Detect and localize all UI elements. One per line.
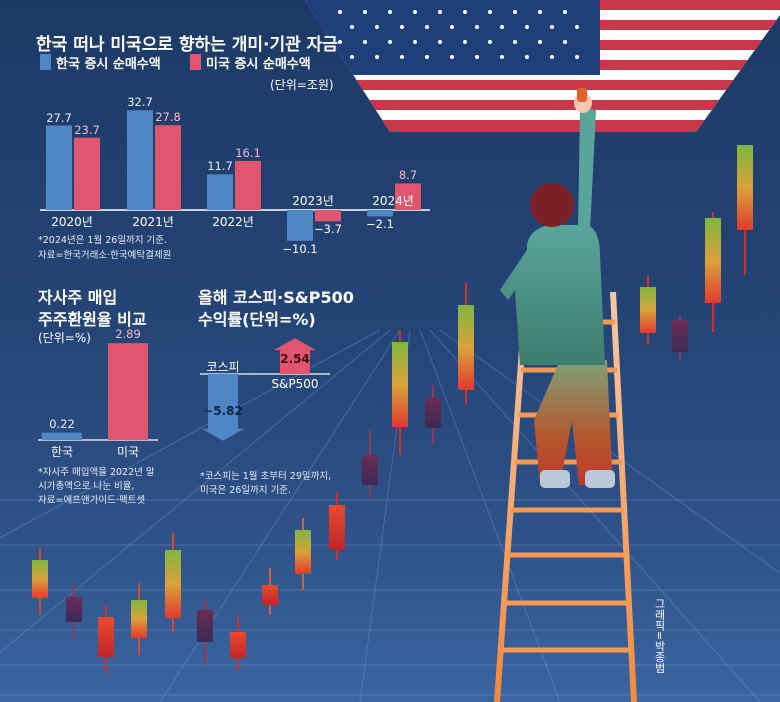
chart1-note-1: *2024년은 1월 26일까지 기준. xyxy=(38,235,168,246)
candlestick xyxy=(131,583,147,655)
chart1-bars xyxy=(46,110,421,241)
legend-usa-swatch xyxy=(190,54,201,70)
chart1-category-label: 2022년 xyxy=(212,215,254,229)
us-flag-icon xyxy=(305,0,780,132)
candlestick xyxy=(98,605,114,673)
chart1-data-label: 23.7 xyxy=(74,122,100,137)
chart1-bar xyxy=(46,125,72,210)
candlestick xyxy=(705,212,721,332)
chart2-note-2: 시가총액으로 나눈 비율, xyxy=(38,481,135,492)
chart1-data-label: 11.7 xyxy=(207,159,233,174)
chart2-unit-label: (단위=%) xyxy=(38,331,91,345)
chart1-category-label: 2024년 xyxy=(372,194,414,208)
chart3-down-arrow-icon xyxy=(202,374,244,441)
chart2-title-line2: 주주환원율 비교 xyxy=(38,310,147,329)
chart1-category-label: 2020년 xyxy=(51,215,93,229)
chart3-title-line2: 수익률(단위=%) xyxy=(198,310,316,329)
chart2-title-line1: 자사주 매입 xyxy=(38,288,118,307)
chart1-data-label: 32.7 xyxy=(127,95,153,110)
chart1-bar xyxy=(235,160,261,210)
chart3-category-label: 코스피 xyxy=(206,360,240,374)
chart1-bar xyxy=(315,210,341,222)
candlestick xyxy=(458,282,474,405)
chart3-title-line1: 올해 코스피·S&P500 xyxy=(198,288,354,307)
candlestick xyxy=(197,598,213,665)
chart3-note-1: *코스피는 1월 초부터 29일까지, xyxy=(200,471,332,482)
candlestick xyxy=(262,568,278,615)
chart2-category-label: 미국 xyxy=(116,445,140,459)
chart2-bars xyxy=(38,343,158,441)
chart1-data-label: −3.7 xyxy=(314,222,342,237)
candlestick xyxy=(362,430,378,498)
chart1-data-label: 16.1 xyxy=(235,145,261,160)
chart1-bar xyxy=(207,174,233,210)
chart3-arrows xyxy=(200,338,330,441)
candlestick xyxy=(425,385,441,445)
candlestick xyxy=(329,492,345,560)
chart1-category-label: 2021년 xyxy=(132,215,174,229)
chart2-data-label: 2.89 xyxy=(115,327,141,342)
chart1-data-label: 27.8 xyxy=(155,110,181,125)
candlestick xyxy=(672,315,688,360)
chart1-data-label: −10.1 xyxy=(282,241,318,256)
chart1-data-label: 8.7 xyxy=(398,168,418,183)
chart1-title: 한국 떠나 미국으로 향하는 개미·기관 자금 xyxy=(36,35,338,55)
chart1-bar xyxy=(74,137,100,210)
person-illustration xyxy=(500,88,615,488)
candlestick xyxy=(640,275,656,345)
chart1-bar xyxy=(367,210,393,217)
candlestick xyxy=(165,533,181,632)
chart2-data-label: 0.22 xyxy=(49,416,75,431)
chart1-category-label: 2023년 xyxy=(292,194,334,208)
candlestick xyxy=(392,330,408,455)
chart3-data-label: 2.54 xyxy=(280,352,310,367)
legend-korea-label: 한국 증시 순매수액 xyxy=(56,57,161,72)
chart2-category-label: 한국 xyxy=(50,445,74,459)
candlestick xyxy=(295,518,311,590)
chart3-category-label: S&P500 xyxy=(271,377,319,391)
chart1-data-label: 27.7 xyxy=(46,110,72,125)
candlesticks xyxy=(32,145,753,673)
chart1-bar xyxy=(155,125,181,210)
chart1-bar xyxy=(395,183,421,210)
credit-label: 그래픽=박종범 xyxy=(653,598,666,674)
legend-korea-swatch xyxy=(40,54,51,70)
chart3-up-arrow-icon xyxy=(274,338,316,374)
chart3-data-label: −5.82 xyxy=(203,404,243,419)
candlestick xyxy=(230,615,246,672)
chart1-bar xyxy=(127,110,153,210)
candlestick xyxy=(66,585,82,640)
chart3-note-2: 미국은 26일까지 기준. xyxy=(200,485,292,496)
chart1-unit-label: (단위=조원) xyxy=(270,78,334,92)
chart2-note-3: 자료=에프앤가이드·팩트셋 xyxy=(38,495,146,506)
chart2-bar xyxy=(42,432,82,440)
chart2-note-1: *자사주 매입액을 2022년 말 xyxy=(38,467,155,478)
candlestick xyxy=(737,145,753,275)
chart1-data-label: −2.1 xyxy=(366,217,394,232)
candlestick xyxy=(32,548,48,615)
legend-usa-label: 미국 증시 순매수액 xyxy=(206,57,311,72)
chart2-bar xyxy=(108,343,148,440)
chart1-bar xyxy=(287,210,313,241)
chart1-note-2: 자료=한국거래소·한국예탁결제원 xyxy=(38,250,172,261)
